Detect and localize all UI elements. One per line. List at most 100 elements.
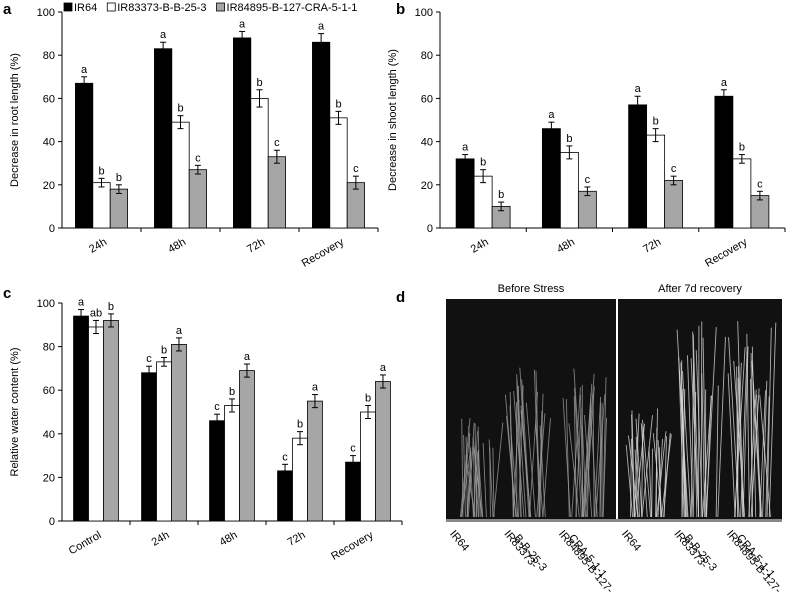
- bar: [278, 471, 293, 521]
- significance-letter: b: [498, 189, 504, 201]
- significance-letter: b: [229, 386, 235, 398]
- significance-letter: c: [274, 137, 280, 149]
- bar: [293, 438, 308, 521]
- bar: [189, 170, 206, 228]
- x-tick-label: 72h: [286, 529, 308, 549]
- y-tick-label: 20: [43, 180, 55, 192]
- x-tick-label: 24h: [87, 236, 109, 256]
- significance-letter: b: [98, 165, 104, 177]
- significance-letter: c: [353, 163, 359, 175]
- bar: [251, 98, 268, 228]
- legend-swatch: [64, 3, 72, 11]
- y-tick-label: 40: [421, 137, 433, 149]
- significance-letter: b: [739, 142, 745, 154]
- x-tick-label: 72h: [245, 236, 267, 256]
- significance-letter: b: [566, 133, 572, 145]
- y-axis-label: Relative water content (%): [9, 348, 21, 477]
- significance-letter: b: [365, 392, 371, 404]
- x-tick-label: Recovery: [329, 529, 376, 563]
- significance-letter: c: [671, 163, 677, 175]
- legend-swatch: [217, 3, 225, 11]
- bar: [110, 189, 127, 228]
- photo-title: After 7d recovery: [658, 283, 742, 295]
- significance-letter: b: [480, 157, 486, 169]
- significance-letter: a: [239, 18, 246, 30]
- y-tick-label: 0: [427, 223, 433, 235]
- y-tick-label: 80: [421, 50, 433, 62]
- significance-letter: a: [318, 21, 325, 33]
- bar: [89, 327, 104, 521]
- significance-letter: b: [177, 103, 183, 115]
- x-tick-label: 48h: [555, 236, 577, 256]
- x-tick-label: 48h: [166, 236, 188, 256]
- x-tick-label: Recovery: [300, 236, 347, 270]
- photo-panel: [446, 299, 782, 522]
- bar: [456, 159, 474, 228]
- legend-label: IR84895-B-127-CRA-5-1-1: [227, 2, 358, 14]
- y-tick-label: 80: [43, 342, 55, 354]
- y-tick-label: 0: [49, 516, 55, 528]
- y-tick-label: 0: [49, 223, 55, 235]
- significance-letter: c: [195, 152, 201, 164]
- bar: [171, 344, 186, 521]
- bar: [103, 320, 118, 521]
- legend-swatch: [107, 3, 115, 11]
- bar: [346, 462, 361, 521]
- significance-letter: a: [462, 142, 469, 154]
- significance-letter: b: [335, 98, 341, 110]
- y-tick-label: 60: [43, 385, 55, 397]
- bar: [268, 157, 285, 228]
- photo-label: IR64: [619, 528, 643, 554]
- bar: [361, 412, 376, 521]
- bar: [172, 122, 189, 228]
- seedling: [701, 322, 702, 517]
- x-tick-label: 24h: [150, 529, 172, 549]
- bar: [330, 118, 347, 228]
- significance-letter: a: [548, 109, 555, 121]
- bar: [542, 129, 560, 228]
- photo-label: IR64: [447, 528, 471, 554]
- significance-letter: a: [244, 351, 251, 363]
- bar: [75, 83, 92, 228]
- x-tick-label: Control: [67, 529, 104, 557]
- y-axis-label: Decrease in shoot length (%): [387, 49, 399, 191]
- panel-label: b: [396, 1, 405, 18]
- y-tick-label: 40: [43, 137, 55, 149]
- y-tick-label: 100: [37, 298, 55, 310]
- significance-letter: a: [78, 297, 85, 309]
- significance-letter: a: [312, 382, 319, 394]
- photo-base: [446, 519, 782, 522]
- significance-letter: ab: [90, 307, 102, 319]
- y-axis-label: Decrease in root length (%): [9, 53, 21, 187]
- seedling: [656, 428, 657, 517]
- significance-letter: a: [160, 29, 167, 41]
- bar: [142, 373, 157, 521]
- bar: [225, 405, 240, 521]
- y-tick-label: 20: [421, 180, 433, 192]
- bar: [629, 105, 647, 228]
- y-tick-label: 80: [43, 50, 55, 62]
- bar: [560, 152, 578, 228]
- significance-letter: b: [653, 116, 659, 128]
- bar: [93, 183, 110, 228]
- bar: [375, 381, 390, 521]
- y-tick-label: 100: [415, 7, 433, 19]
- bar: [751, 196, 769, 228]
- legend-label: IR83373-B-B-25-3: [117, 2, 206, 14]
- panel-label: a: [3, 1, 12, 18]
- bar: [210, 421, 225, 521]
- significance-letter: c: [214, 401, 220, 413]
- bar: [733, 159, 751, 228]
- bar: [233, 38, 250, 228]
- bar: [665, 180, 683, 228]
- y-tick-label: 40: [43, 429, 55, 441]
- y-tick-label: 60: [421, 93, 433, 105]
- bar: [474, 176, 492, 228]
- bar: [312, 42, 329, 228]
- bar: [307, 401, 322, 521]
- significance-letter: b: [297, 419, 303, 431]
- bar: [578, 191, 596, 228]
- significance-letter: a: [380, 362, 387, 374]
- x-tick-label: 24h: [469, 236, 491, 256]
